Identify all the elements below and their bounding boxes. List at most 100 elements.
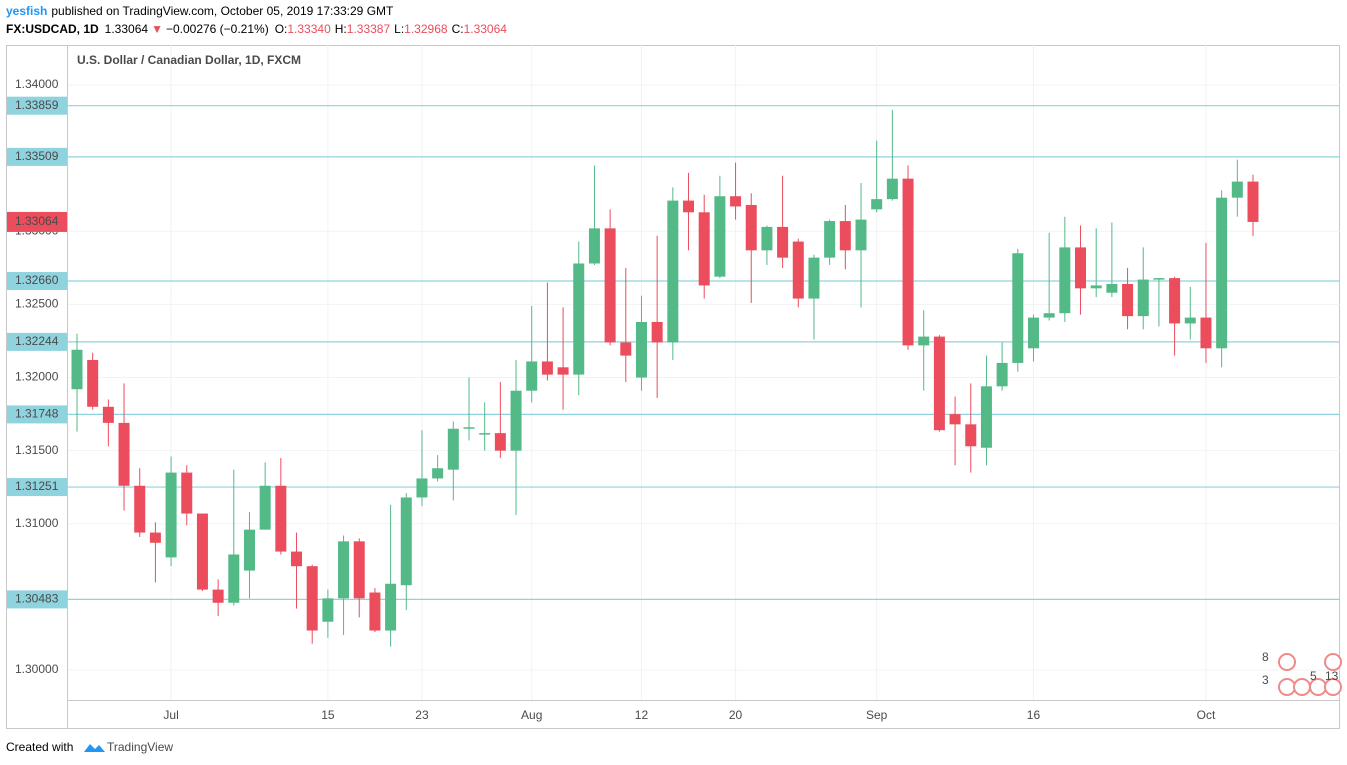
candle-body xyxy=(886,178,898,200)
x-tick-label: 12 xyxy=(635,708,649,722)
candle-body xyxy=(1012,253,1024,363)
candle-body xyxy=(980,386,992,448)
level-tag xyxy=(7,96,67,115)
last-price-tag xyxy=(7,211,67,232)
candle-body xyxy=(918,336,930,346)
x-tick-label: Aug xyxy=(521,708,542,722)
event-icon xyxy=(1293,678,1311,696)
candle-body xyxy=(792,241,804,299)
ohlc-value: 1.33340 xyxy=(287,22,331,36)
candle-body xyxy=(933,336,945,431)
candle-body xyxy=(714,196,726,277)
level-label: 1.33859 xyxy=(15,98,59,112)
candle-body xyxy=(149,532,161,543)
ohlc-value: 1.33387 xyxy=(347,22,391,36)
candle-body xyxy=(432,468,444,479)
candle-body xyxy=(494,433,506,451)
candle-body xyxy=(604,228,616,343)
level-tag xyxy=(7,478,67,497)
candle-body xyxy=(902,178,914,346)
x-tick-label: Jul xyxy=(163,708,178,722)
candle-body xyxy=(573,263,585,375)
candle-body xyxy=(338,541,350,599)
candle-body xyxy=(1247,181,1259,222)
level-label: 1.32244 xyxy=(15,334,59,348)
candle-body xyxy=(479,433,491,435)
candle-body xyxy=(134,485,146,533)
candle-body xyxy=(620,342,632,356)
candle-body xyxy=(322,598,334,622)
candle-body xyxy=(196,513,208,590)
ohlc-key: L: xyxy=(394,22,404,36)
x-tick-label: 20 xyxy=(729,708,743,722)
footer-brand: TradingView xyxy=(107,740,173,754)
candle-body xyxy=(871,199,883,210)
candle-body xyxy=(1043,313,1055,318)
candle-body xyxy=(1231,181,1243,198)
symbol: FX:USDCAD, 1D xyxy=(6,22,99,36)
level-tag xyxy=(7,405,67,424)
candle-body xyxy=(1216,197,1228,349)
candle-body xyxy=(667,200,679,343)
level-label: 1.32660 xyxy=(15,273,59,287)
level-label: 1.30483 xyxy=(15,592,59,606)
candle-body xyxy=(526,361,538,391)
author: yesfish xyxy=(6,4,47,18)
chart-title: U.S. Dollar / Canadian Dollar, 1D, FXCM xyxy=(77,53,301,67)
x-tick-label: Sep xyxy=(866,708,888,722)
candle-body xyxy=(369,592,381,631)
event-count: 3 xyxy=(1262,673,1269,687)
candle-body xyxy=(118,422,130,486)
candle-body xyxy=(447,428,459,470)
event-icon xyxy=(1278,653,1296,671)
candle-body xyxy=(839,221,851,251)
candle-body xyxy=(1075,247,1087,289)
candle-body xyxy=(745,204,757,251)
y-tick-label: 1.32000 xyxy=(15,370,59,384)
candle-body xyxy=(306,566,318,631)
candle-body xyxy=(102,406,114,423)
candle-body xyxy=(1153,278,1165,280)
candle-body xyxy=(698,212,710,286)
ohlc-key: O: xyxy=(275,22,288,36)
event-count: 8 xyxy=(1262,650,1269,664)
level-tag xyxy=(7,272,67,291)
candle-body xyxy=(165,472,177,558)
candle-body xyxy=(1184,317,1196,324)
y-tick-label: 1.30000 xyxy=(15,662,59,676)
header-line-2: FX:USDCAD, 1D 1.33064 ▼ −0.00276 (−0.21%) O:… xyxy=(6,22,507,36)
candle-body xyxy=(1122,283,1134,317)
candle-body xyxy=(1027,317,1039,349)
event-icon xyxy=(1324,653,1342,671)
candle-body xyxy=(416,478,428,498)
candle-body xyxy=(1090,285,1102,289)
y-tick-label: 1.32500 xyxy=(15,297,59,311)
header-line-1: yesfish published on TradingView.com, Oct… xyxy=(6,4,394,18)
candle-body xyxy=(965,424,977,447)
candle-body xyxy=(651,321,663,343)
candle-body xyxy=(1137,279,1149,317)
ohlc-key: H: xyxy=(335,22,347,36)
change: −0.00276 (−0.21%) xyxy=(166,22,269,36)
frame xyxy=(6,45,1340,729)
candle-body xyxy=(761,226,773,251)
candle-body xyxy=(1200,317,1212,349)
level-label: 1.33509 xyxy=(15,149,59,163)
ohlc-value: 1.32968 xyxy=(404,22,448,36)
grid xyxy=(67,45,1340,700)
x-tick-label: 23 xyxy=(415,708,429,722)
event-icon xyxy=(1324,678,1342,696)
candle-body xyxy=(949,414,961,425)
candle-body xyxy=(730,196,742,207)
candle-body xyxy=(996,362,1008,387)
candle-body xyxy=(777,226,789,258)
candle-body xyxy=(1169,278,1181,324)
candle-body xyxy=(855,219,867,251)
candle-body xyxy=(291,551,303,567)
arrow: ▼ xyxy=(151,22,163,36)
candle-body xyxy=(824,221,836,258)
x-tick-label: 16 xyxy=(1027,708,1041,722)
candle-body xyxy=(228,554,240,603)
candle-body xyxy=(541,361,553,375)
